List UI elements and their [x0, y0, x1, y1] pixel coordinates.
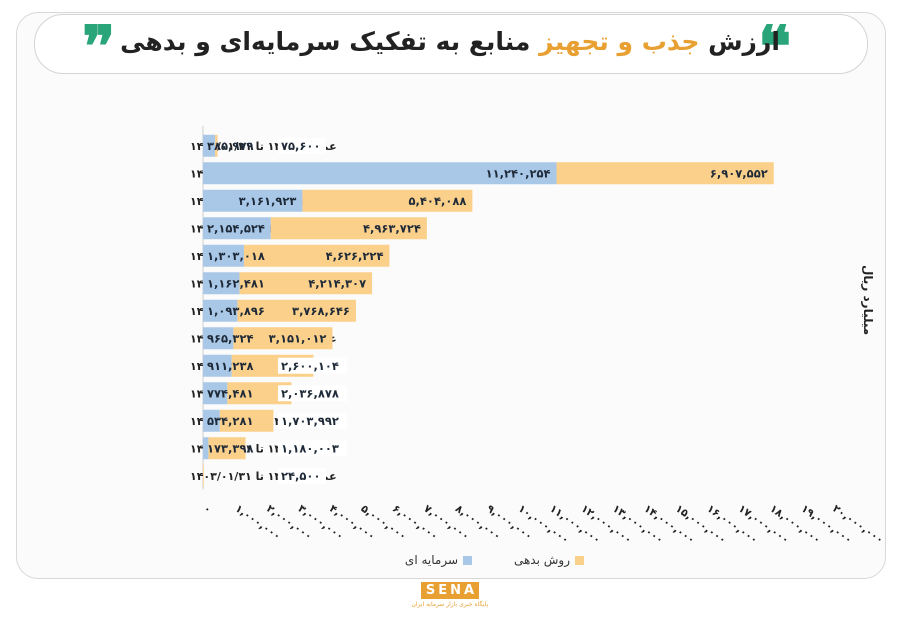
- page-title: ارزش جذب و تجهیز منابع به تفکیک سرمایه‌ا…: [120, 22, 780, 62]
- logo-text: SENA: [420, 582, 480, 599]
- data-label-debt: ۳,۱۵۱,۰۱۲: [269, 331, 327, 345]
- data-label-bg: [278, 412, 347, 429]
- legend-item-debt: روش بدهی: [514, 550, 584, 570]
- bar-debt: [237, 299, 356, 322]
- close-quote-icon: ❝: [758, 24, 792, 64]
- data-label-debt: ۲,۶۰۰,۱۰۴: [281, 359, 339, 373]
- title-end: منابع به تفکیک سرمایه‌ای و بدهی: [120, 27, 531, 56]
- data-label-equity: ۳۸۵,۹۷۹: [207, 139, 253, 153]
- data-label-debt: ۱,۷۰۳,۹۹۲: [281, 414, 339, 428]
- bar-equity: [203, 354, 232, 377]
- data-label-debt: ۲,۰۳۶,۸۷۸: [281, 386, 339, 400]
- title-start: ارزش: [708, 27, 780, 56]
- data-label-equity: ۱,۳۰۳,۰۱۸: [207, 249, 265, 263]
- data-label-debt: ۳,۷۶۸,۶۴۶: [292, 304, 350, 318]
- legend-swatch-debt: [575, 556, 584, 565]
- data-label-equity: ۱۱,۲۴۰,۲۵۴: [486, 166, 551, 180]
- data-label-bg: [278, 385, 347, 402]
- bar-debt: [203, 464, 204, 487]
- bar-debt: [215, 134, 218, 157]
- data-label-equity: ۹۶۵,۳۲۴: [207, 331, 253, 345]
- bar-equity: [203, 272, 240, 295]
- data-label-debt: ۴,۶۲۶,۲۲۴: [326, 249, 384, 263]
- legend-item-equity: سرمایه ای: [405, 550, 472, 570]
- bar-debt: [556, 162, 774, 185]
- data-label-debt: ۶,۹۰۷,۵۵۲: [710, 166, 768, 180]
- data-label-equity: ۱۷۳,۳۹۸: [207, 441, 253, 455]
- data-label-bg: [278, 467, 326, 484]
- bar-debt: [227, 382, 292, 405]
- bar-equity: [203, 409, 220, 432]
- data-label-bg: [278, 440, 347, 457]
- logo-subtext: پایگاه خبری بازار سرمایه ایران: [411, 601, 488, 608]
- bar-equity: [203, 382, 228, 405]
- bar-debt: [302, 189, 473, 212]
- bar-equity: [203, 134, 216, 157]
- title-banner: [34, 14, 868, 74]
- bar-debt: [208, 437, 246, 460]
- data-label-debt: ۲۴,۵۰۰: [281, 469, 320, 483]
- bar-equity: [203, 437, 209, 460]
- title-highlight: جذب و تجهیز: [539, 27, 700, 56]
- x-tick-label: ۰: [201, 503, 213, 517]
- unit-label: میلیارد ریال: [861, 264, 875, 336]
- data-label-equity: ۱,۰۹۳,۸۹۶: [207, 304, 265, 318]
- bar-equity: [203, 217, 271, 240]
- data-label-debt: ۵,۴۰۴,۰۸۸: [409, 194, 467, 208]
- bar-debt: [239, 272, 373, 295]
- legend-label-debt: روش بدهی: [513, 553, 570, 567]
- open-quote-icon: ❞: [82, 24, 116, 64]
- data-label-bg: [278, 137, 326, 154]
- legend-label-equity: سرمایه ای: [404, 553, 458, 567]
- bar-debt: [219, 409, 274, 432]
- data-label-equity: ۳,۱۶۱,۹۲۳: [239, 194, 297, 208]
- data-label-equity: ۷۷۴,۴۸۱: [207, 386, 253, 400]
- legend-swatch-equity: [463, 556, 472, 565]
- data-label-equity: ۲,۱۵۴,۵۲۴: [207, 221, 265, 235]
- data-label-debt: ۴,۹۶۳,۷۲۴: [363, 221, 421, 235]
- bar-equity: [203, 189, 303, 212]
- data-label-debt: ۱,۱۸۰,۰۰۳: [281, 441, 339, 455]
- bar-equity: [203, 299, 238, 322]
- sena-logo: SENA پایگاه خبری بازار سرمایه ایران: [411, 579, 488, 617]
- data-label-equity: ۱,۱۶۲,۴۸۱: [207, 276, 265, 290]
- bar-debt: [243, 244, 390, 267]
- data-label-debt: ۴,۲۱۴,۳۰۷: [308, 276, 366, 290]
- bar-debt: [233, 327, 333, 350]
- data-label-equity: ۹۱۱,۲۳۸: [207, 359, 253, 373]
- data-label-bg: [278, 357, 347, 374]
- data-label-debt: ۷۵,۶۰۰: [281, 139, 320, 153]
- bar-equity: [203, 327, 234, 350]
- bar-debt: [270, 217, 427, 240]
- legend: سرمایه ای روش بدهی: [390, 550, 590, 570]
- bar-equity: [203, 162, 557, 185]
- data-label-equity: ۵۳۴,۲۸۱: [207, 414, 253, 428]
- bar-equity: [203, 244, 244, 267]
- chart-frame: [16, 12, 886, 579]
